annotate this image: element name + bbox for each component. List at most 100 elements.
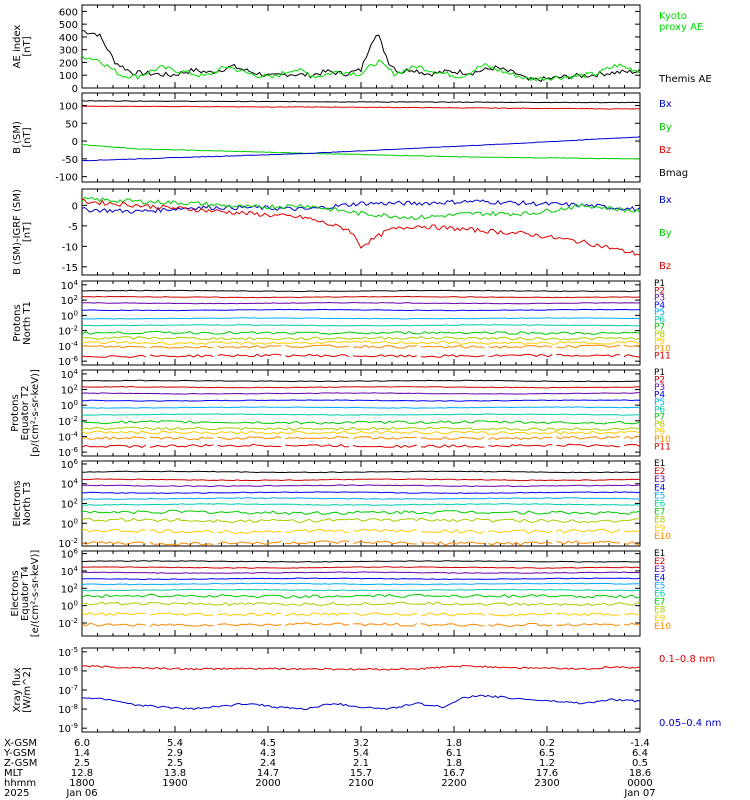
series-0-05-0-4-nm	[82, 694, 640, 711]
panel-e_equ: 106 104 102 100 10-2 Electrons Equator T4 [e/(c…	[10, 548, 671, 638]
y-axis-label: B (SM)	[12, 121, 23, 154]
x-cell: 18.6	[629, 768, 651, 779]
channel-line	[82, 340, 640, 345]
channel-line	[82, 560, 640, 563]
y-axis-label: Electrons	[12, 480, 23, 526]
x-cell: 6.5	[539, 748, 555, 759]
y-tick-label: 0	[72, 201, 78, 212]
legend-label: E5	[654, 491, 665, 501]
y-tick-label: 10-6	[58, 355, 78, 368]
channel-line	[82, 491, 640, 495]
panel-b_sm: 100 50 0 -50 -100 B (SM) [nT] Bx By Bz Bmag	[12, 92, 688, 184]
legend-label: P6	[654, 405, 665, 415]
y-tick-label: 0	[72, 84, 78, 95]
channel-line	[82, 317, 640, 320]
y-tick-label: 50	[65, 119, 78, 130]
x-cell: 12.8	[71, 768, 93, 779]
legend-label: P10	[654, 344, 671, 354]
y-axis-label: Equator T2	[20, 386, 31, 441]
legend-label: Themis AE	[658, 74, 712, 85]
channel-line	[82, 295, 640, 299]
channel-line	[82, 336, 640, 341]
series-bx	[82, 199, 640, 214]
panel-frame	[81, 647, 641, 733]
channel-line	[82, 470, 640, 474]
series-bz	[82, 105, 640, 110]
legend-label: P2	[654, 286, 665, 296]
panel-frame	[81, 460, 641, 547]
legend-label: P10	[654, 435, 671, 445]
x-cell: 16.7	[443, 768, 465, 779]
legend-label: E6	[654, 500, 666, 510]
legend-label: P6	[654, 315, 665, 325]
y-axis-label: [nT]	[22, 36, 33, 56]
y-tick-label: 104	[61, 368, 79, 381]
channel-line	[82, 443, 640, 449]
legend-label: E9	[654, 524, 666, 534]
channel-line	[82, 577, 640, 581]
legend-label: Bz	[659, 145, 671, 156]
channel-line	[82, 497, 640, 500]
y-tick-label: 10-2	[58, 325, 78, 338]
x-row-label: X-GSM	[4, 738, 37, 749]
x-row-label: MLT	[4, 768, 24, 779]
legend-label: Bx	[659, 99, 672, 110]
y-axis-label: Xray flux	[12, 668, 23, 713]
legend-label: E8	[654, 606, 666, 616]
x-cell: 15.7	[350, 768, 372, 779]
y-axis-label: B (SM)-IGRF (SM)	[12, 189, 23, 275]
legend-label: E7	[654, 508, 665, 518]
plot-area	[82, 196, 640, 256]
channel-line	[82, 528, 640, 534]
legend-label: E4	[654, 483, 666, 493]
x-cell: Jan 06	[65, 788, 97, 799]
y-tick-label: 100	[61, 309, 78, 322]
plot-area	[82, 470, 640, 546]
channel-line	[82, 611, 640, 617]
y-tick-label: 300	[59, 46, 78, 57]
legend-label: P8	[654, 330, 665, 340]
y-tick-label: 102	[61, 582, 78, 595]
channel-line	[82, 301, 640, 305]
channel-line	[82, 413, 640, 416]
channel-line	[82, 353, 640, 359]
plot-area	[82, 560, 640, 628]
legend-label: P3	[654, 294, 665, 304]
plot-area	[82, 100, 640, 162]
channel-line	[82, 622, 640, 628]
x-cell: 0.5	[632, 758, 648, 769]
y-tick-label: 10-2	[58, 617, 78, 630]
x-cell: 14.7	[257, 768, 279, 779]
series-kyoto-proxy-ae	[82, 55, 640, 82]
channel-line	[82, 478, 640, 482]
x-cell: 0.2	[539, 738, 555, 749]
y-axis-label: Protons	[10, 394, 21, 431]
series-bx	[82, 136, 640, 162]
y-tick-label: 100	[59, 71, 78, 82]
x-cell: 6.0	[74, 738, 90, 749]
legend-label: E4	[654, 573, 666, 583]
x-cell: 2300	[534, 778, 559, 789]
plot-area	[82, 664, 640, 711]
legend-label: P7	[654, 413, 665, 423]
y-tick-label: 100	[61, 600, 78, 613]
legend-label: P9	[654, 428, 665, 438]
x-cell: 2.1	[353, 758, 369, 769]
legend-label: By	[659, 228, 672, 239]
x-cell: 6.4	[632, 748, 648, 759]
series-themis-ae	[82, 30, 640, 83]
legend-label: E2	[654, 557, 665, 567]
legend-label: P1	[654, 279, 665, 289]
x-cell: 2000	[255, 778, 280, 789]
channel-line	[82, 308, 640, 312]
x-cell: 3.2	[353, 738, 369, 749]
y-axis-label: Electrons	[10, 570, 21, 616]
channel-line	[82, 571, 640, 574]
x-cell: 2200	[441, 778, 466, 789]
legend-label: P4	[654, 301, 665, 311]
x-cell: 2100	[348, 778, 373, 789]
y-axis-label: [nT]	[22, 127, 33, 147]
x-cell: 2.5	[167, 758, 183, 769]
